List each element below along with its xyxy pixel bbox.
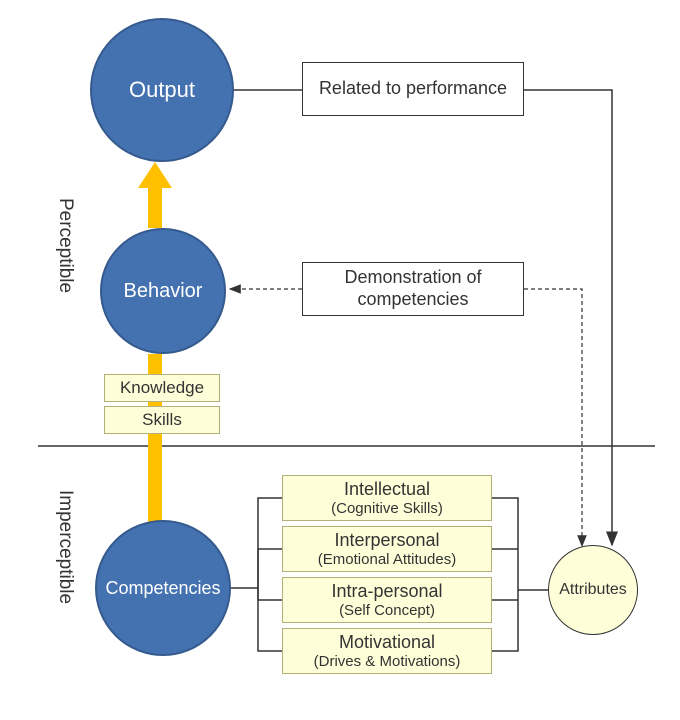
knowledge-label: Knowledge bbox=[120, 378, 204, 398]
attributes-node: Attributes bbox=[548, 545, 638, 635]
intellectual-main: Intellectual bbox=[344, 479, 430, 500]
intrapersonal-main: Intra-personal bbox=[331, 581, 442, 602]
intellectual-sub: (Cognitive Skills) bbox=[331, 500, 443, 517]
behavior-label: Behavior bbox=[124, 280, 203, 303]
demonstration-label: Demonstration of competencies bbox=[309, 267, 517, 310]
behavior-node: Behavior bbox=[100, 228, 226, 354]
intrapersonal-box: Intra-personal (Self Concept) bbox=[282, 577, 492, 623]
demonstration-box: Demonstration of competencies bbox=[302, 262, 524, 316]
imperceptible-label: Imperceptible bbox=[54, 490, 76, 604]
output-label: Output bbox=[129, 77, 195, 103]
motivational-sub: (Drives & Motivations) bbox=[314, 653, 461, 670]
competencies-node: Competencies bbox=[95, 520, 231, 656]
motivational-box: Motivational (Drives & Motivations) bbox=[282, 628, 492, 674]
interpersonal-box: Interpersonal (Emotional Attitudes) bbox=[282, 526, 492, 572]
related-label: Related to performance bbox=[319, 78, 507, 100]
diagram-stage: Knowledge Skills Output Behavior Compete… bbox=[0, 0, 680, 720]
motivational-main: Motivational bbox=[339, 632, 435, 653]
intellectual-box: Intellectual (Cognitive Skills) bbox=[282, 475, 492, 521]
output-node: Output bbox=[90, 18, 234, 162]
attributes-label: Attributes bbox=[559, 581, 627, 599]
skills-box: Skills bbox=[104, 406, 220, 434]
related-box: Related to performance bbox=[302, 62, 524, 116]
skills-label: Skills bbox=[142, 410, 182, 430]
interpersonal-main: Interpersonal bbox=[334, 530, 439, 551]
interpersonal-sub: (Emotional Attitudes) bbox=[318, 551, 456, 568]
competencies-label: Competencies bbox=[105, 578, 220, 599]
intrapersonal-sub: (Self Concept) bbox=[339, 602, 435, 619]
knowledge-box: Knowledge bbox=[104, 374, 220, 402]
perceptible-label: Perceptible bbox=[54, 198, 76, 293]
